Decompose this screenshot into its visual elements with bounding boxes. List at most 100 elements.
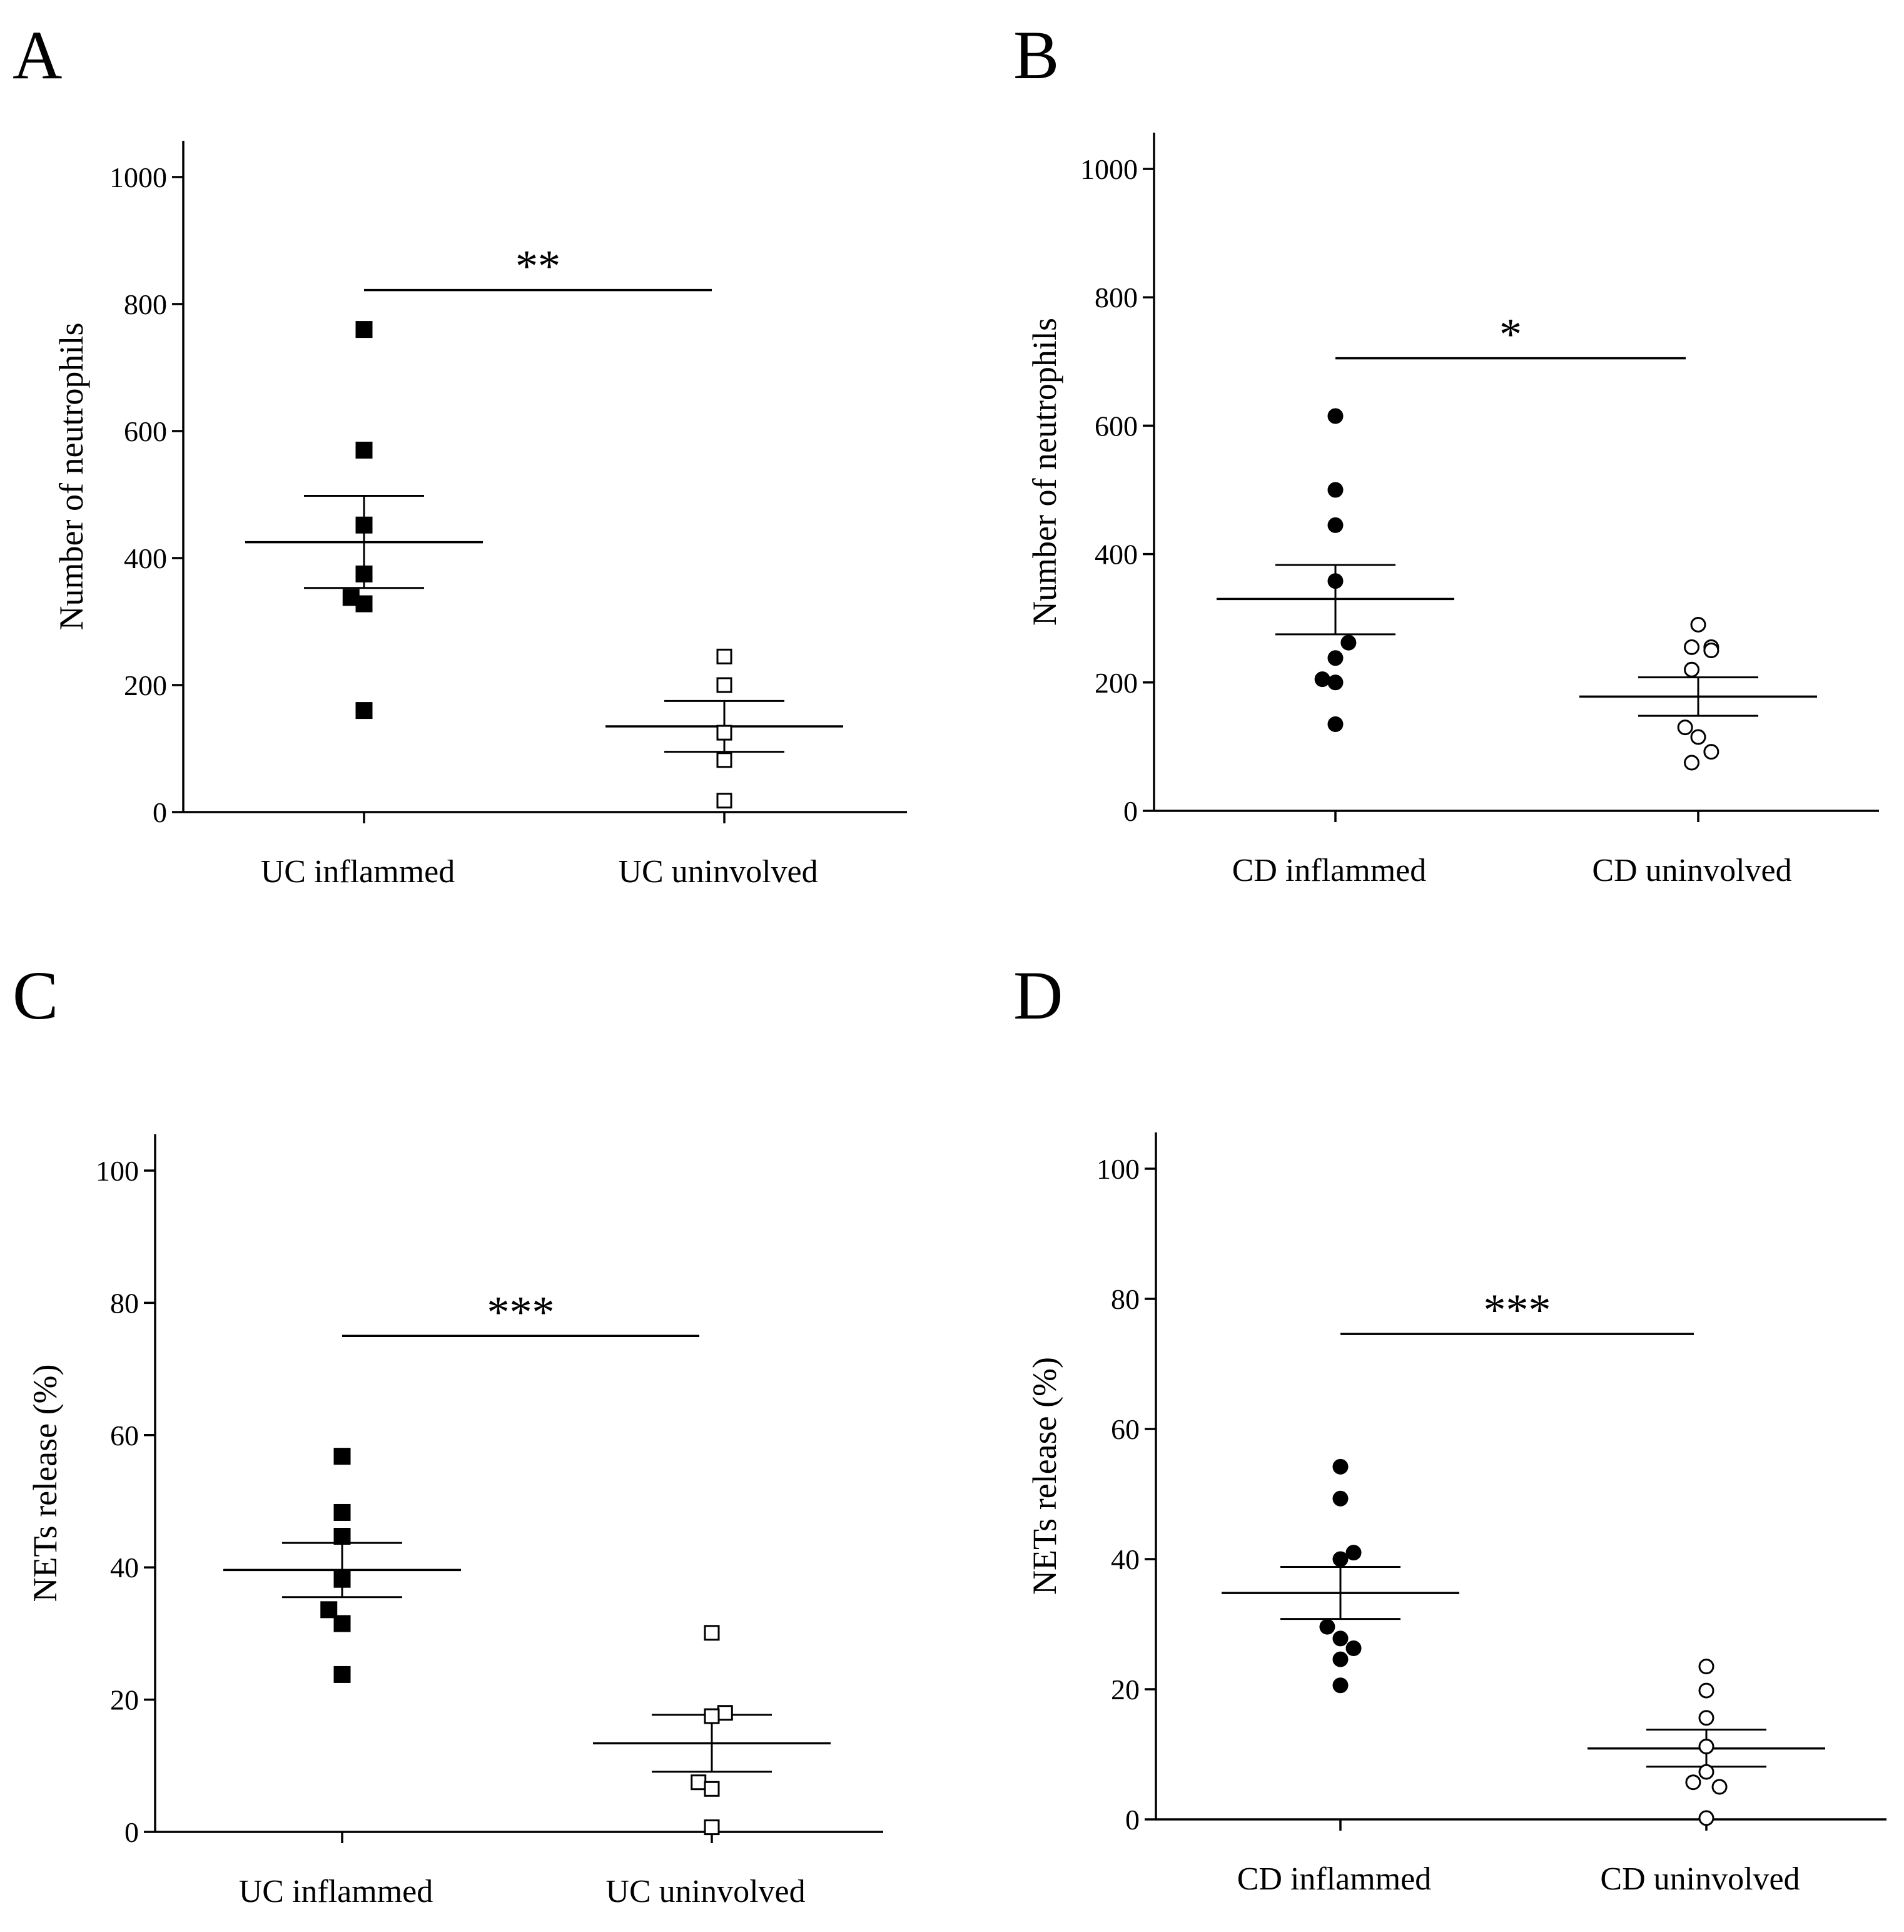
y-tick-label: 80	[1111, 1283, 1140, 1315]
data-point	[1332, 1677, 1349, 1694]
data-point	[1340, 634, 1357, 651]
data-point	[1698, 1682, 1714, 1699]
y-tick-label: 600	[1095, 410, 1138, 442]
y-tick-label: 60	[1111, 1413, 1140, 1445]
x-tick-label: UC uninvolved	[605, 1874, 805, 1909]
data-point	[716, 648, 732, 664]
data-point	[1698, 1710, 1714, 1726]
y-tick-label: 40	[1111, 1543, 1140, 1575]
data-point	[333, 1615, 351, 1632]
data-point	[333, 1503, 351, 1521]
data-point	[704, 1625, 720, 1641]
y-tick-label: 100	[1096, 1153, 1140, 1185]
significance-label: ***	[487, 1287, 555, 1337]
data-point	[1698, 1659, 1714, 1675]
significance-label: **	[515, 242, 560, 292]
y-tick-label: 100	[96, 1155, 139, 1187]
data-point	[1698, 1810, 1714, 1826]
data-point	[1314, 671, 1330, 688]
data-point	[1684, 639, 1700, 655]
data-point	[1327, 650, 1344, 666]
x-tick-label: CD uninvolved	[1600, 1861, 1800, 1897]
data-point	[1327, 482, 1344, 498]
y-tick-label: 0	[153, 796, 167, 828]
data-point	[333, 1570, 351, 1588]
panel-letter: A	[13, 17, 62, 93]
y-tick-label: 600	[124, 415, 167, 447]
y-tick-label: 0	[1125, 1804, 1140, 1836]
significance-label: ***	[1484, 1285, 1551, 1335]
data-point	[1345, 1640, 1362, 1656]
data-point	[333, 1665, 351, 1683]
data-point	[1332, 1458, 1349, 1475]
y-tick-label: 40	[110, 1552, 139, 1584]
data-point	[716, 677, 732, 693]
y-tick-label: 800	[124, 288, 167, 320]
data-point	[717, 1705, 733, 1721]
y-tick-label: 800	[1095, 282, 1138, 313]
data-point	[1703, 643, 1719, 658]
y-tick-label: 1000	[1080, 153, 1138, 185]
data-point	[1327, 716, 1344, 732]
data-point	[1698, 1764, 1714, 1780]
data-point	[1684, 661, 1700, 678]
data-point	[333, 1528, 351, 1545]
data-point	[1332, 1551, 1349, 1567]
panel-letter: B	[1013, 17, 1059, 93]
data-point	[716, 724, 732, 741]
data-point	[1345, 1545, 1362, 1561]
data-point	[1684, 755, 1700, 771]
y-tick-label: 0	[124, 1816, 139, 1848]
data-point	[704, 1819, 720, 1836]
x-tick-label: UC inflammed	[239, 1874, 433, 1909]
significance-label: *	[1499, 310, 1522, 360]
data-point	[716, 752, 732, 768]
y-tick-label: 20	[110, 1684, 139, 1716]
y-tick-label: 0	[1123, 795, 1138, 827]
data-point	[1327, 408, 1344, 424]
data-point	[1332, 1490, 1349, 1507]
x-tick-label: UC uninvolved	[618, 854, 818, 890]
y-tick-label: 80	[110, 1287, 139, 1319]
y-tick-label: 60	[110, 1420, 139, 1452]
data-point	[704, 1708, 720, 1724]
x-tick-label: CD uninvolved	[1592, 853, 1791, 888]
y-tick-label: 200	[1095, 667, 1138, 699]
data-point	[716, 793, 732, 809]
panel-d: D 0 20 40 60 80 100 CD inflammed CD uninvolved NE…	[1013, 957, 1886, 1897]
x-tick-label: CD inflammed	[1232, 853, 1427, 888]
data-point	[1690, 616, 1706, 633]
data-point	[1698, 1739, 1714, 1755]
y-tick-label: 400	[124, 542, 167, 574]
data-point	[1711, 1779, 1728, 1795]
data-point	[691, 1774, 707, 1791]
data-point	[355, 702, 373, 719]
y-axis-title: Number of neutrophils	[1026, 318, 1063, 626]
x-tick-label: CD inflammed	[1237, 1861, 1432, 1897]
data-point	[1685, 1774, 1701, 1791]
data-point	[333, 1448, 351, 1465]
panel-c: C 0 20 40 60 80 100 UC inflammed UC uninvolved NE…	[13, 957, 883, 1909]
panel-b: B 0 200 400 600 800 1000 CD inflammed CD uninvol…	[1013, 17, 1879, 888]
data-point	[1677, 719, 1693, 736]
data-point	[1690, 729, 1706, 745]
y-tick-label: 1000	[109, 161, 167, 193]
data-point	[704, 1781, 720, 1797]
data-point	[320, 1601, 338, 1619]
data-point	[1703, 744, 1719, 760]
data-point	[1327, 517, 1344, 533]
y-axis-title: Number of neutrophils	[53, 323, 90, 631]
panel-letter: C	[13, 957, 58, 1034]
data-point	[355, 321, 373, 338]
data-point	[1332, 1630, 1349, 1647]
data-point	[355, 516, 373, 534]
data-point	[355, 595, 373, 613]
panel-a: A 0 200 400 600 800 1000 UC inflammed UC uninvol…	[13, 17, 907, 890]
panel-letter: D	[1013, 957, 1063, 1034]
x-tick-label: UC inflammed	[261, 854, 455, 890]
data-point	[1327, 573, 1344, 589]
y-axis-title: NETs release (%)	[26, 1364, 64, 1602]
y-tick-label: 20	[1111, 1674, 1140, 1706]
